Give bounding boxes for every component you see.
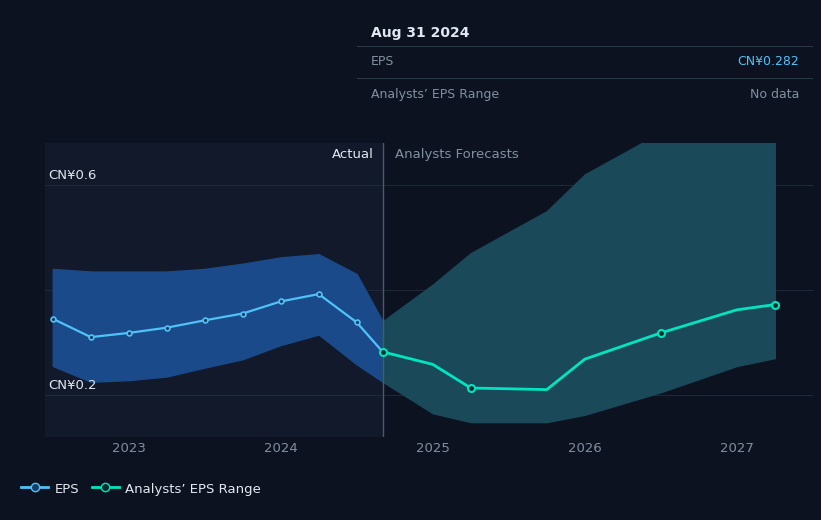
Text: No data: No data bbox=[750, 87, 799, 101]
Text: Aug 31 2024: Aug 31 2024 bbox=[371, 25, 470, 40]
Text: Analysts’ EPS Range: Analysts’ EPS Range bbox=[371, 87, 499, 101]
Bar bbox=[45, 143, 383, 437]
Text: CN¥0.2: CN¥0.2 bbox=[48, 379, 97, 392]
Legend: EPS, Analysts’ EPS Range: EPS, Analysts’ EPS Range bbox=[15, 475, 268, 502]
Text: EPS: EPS bbox=[371, 55, 394, 68]
Text: Actual: Actual bbox=[332, 148, 374, 161]
Text: CN¥0.282: CN¥0.282 bbox=[737, 55, 799, 68]
Text: Analysts Forecasts: Analysts Forecasts bbox=[395, 148, 519, 161]
Text: CN¥0.6: CN¥0.6 bbox=[48, 170, 97, 183]
